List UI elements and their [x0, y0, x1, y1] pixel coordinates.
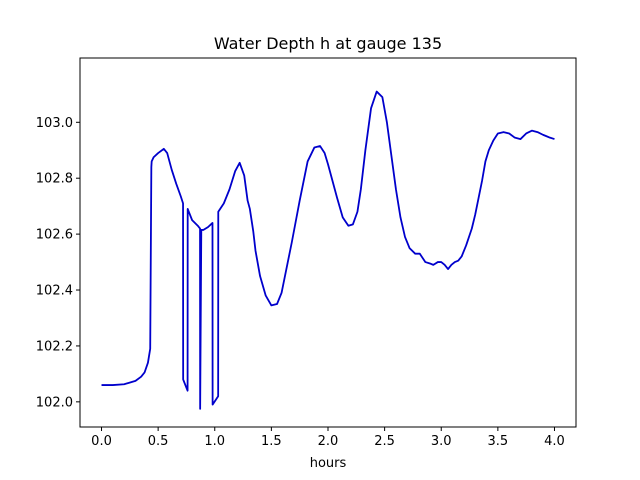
x-tick-label: 4.0: [544, 434, 565, 449]
y-tick-label: 102.4: [36, 284, 73, 299]
x-tick-label: 3.5: [488, 434, 509, 449]
x-tick-label: 1.5: [261, 434, 282, 449]
x-axis-label: hours: [310, 456, 347, 471]
y-tick-label: 102.8: [36, 172, 73, 187]
x-tick-label: 2.0: [318, 434, 339, 449]
chart-title: Water Depth h at gauge 135: [214, 34, 442, 53]
x-tick-label: 3.0: [431, 434, 452, 449]
x-tick-label: 2.5: [374, 434, 395, 449]
series-line-0: [101, 90, 555, 410]
x-tick-label: 0.5: [148, 434, 169, 449]
x-axis-ticks: 0.0 0.5 1.0 1.5 2.0 2.5 3.0 3.5 4.0: [91, 427, 565, 449]
y-tick-label: 102.6: [36, 228, 73, 243]
series-layer: [101, 90, 555, 410]
y-tick-label: 102.2: [36, 339, 73, 354]
x-tick-label: 1.0: [204, 434, 225, 449]
y-tick-label: 102.0: [36, 395, 73, 410]
x-tick-label: 0.0: [91, 434, 112, 449]
y-axis-ticks: 102.0 102.2 102.4 102.6 102.8 103.0: [36, 116, 80, 410]
y-tick-label: 103.0: [36, 116, 73, 131]
plot-area: [101, 90, 555, 410]
